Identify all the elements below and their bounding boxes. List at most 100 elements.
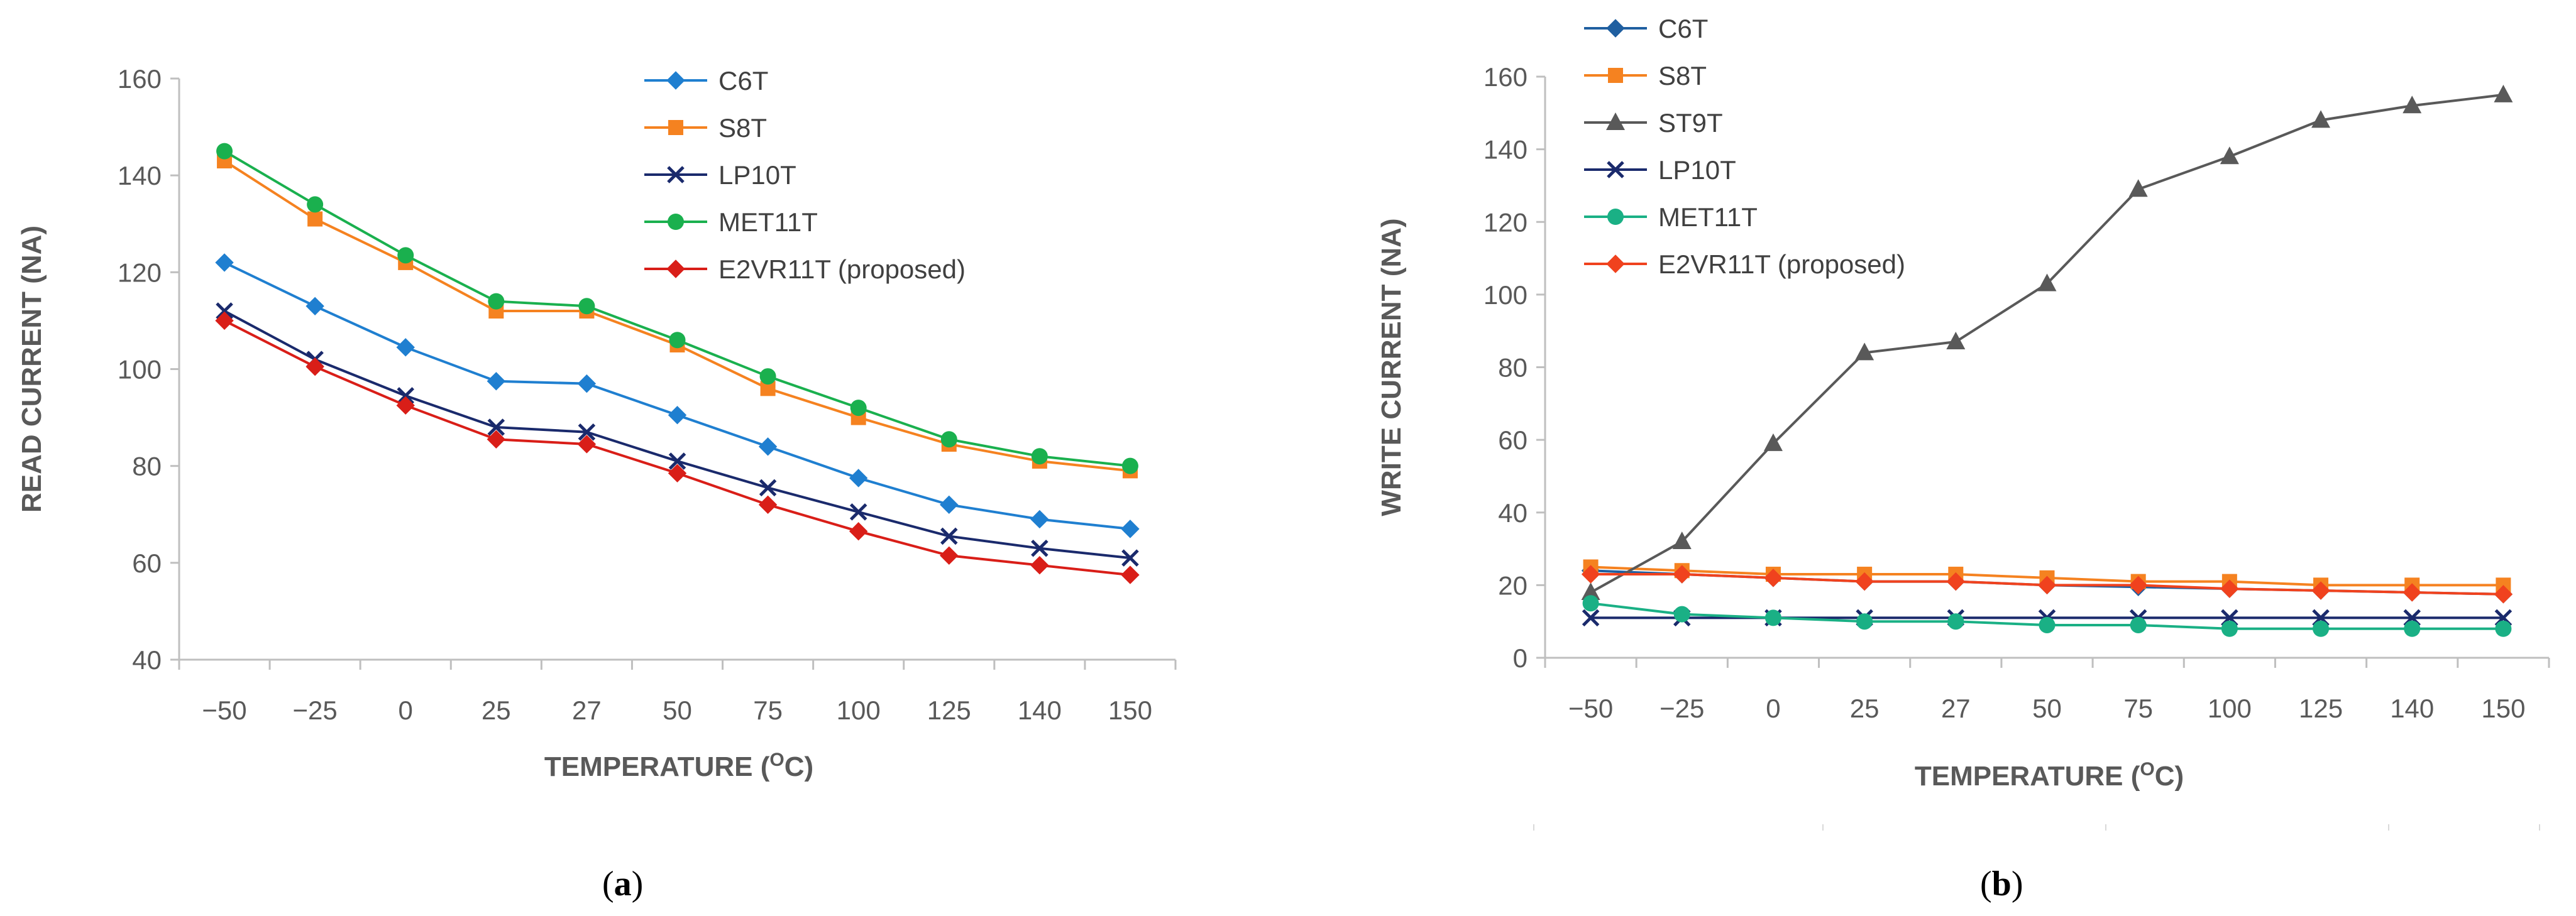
panel-label-letter: b [1992, 864, 2012, 903]
x-tick-label: 75 [2123, 694, 2153, 723]
data-point [2130, 616, 2147, 633]
legend-label: ST9T [1658, 108, 1723, 138]
data-point [1946, 572, 1966, 591]
data-point [1764, 569, 1783, 587]
x-tick-label: 125 [927, 695, 971, 725]
legend-item: C6T [1584, 14, 1708, 43]
legend-swatch-marker [1607, 161, 1624, 178]
data-point [850, 400, 867, 417]
data-point [2037, 575, 2057, 595]
legend-item: E2VR11T (proposed) [644, 254, 966, 284]
x-tick-label: 100 [837, 695, 881, 725]
series-s8t [217, 153, 1138, 479]
legend-item: ST9T [1584, 108, 1723, 138]
data-point [668, 452, 686, 470]
legend-item: E2VR11T (proposed) [1584, 249, 1905, 279]
data-point [2039, 616, 2056, 633]
data-point [216, 302, 233, 320]
panel-label-open: ( [602, 864, 614, 903]
data-point [2220, 146, 2239, 165]
x-tick-label: 0 [1766, 694, 1780, 723]
panel-label-open: ( [1980, 864, 1992, 903]
x-axis-title-end: C) [784, 751, 813, 782]
data-point [307, 211, 323, 227]
legend-label: MET11T [718, 207, 818, 237]
data-point [578, 423, 596, 441]
data-point [1121, 520, 1140, 538]
data-point [1763, 433, 1783, 451]
data-point [307, 196, 324, 213]
x-tick-label: 125 [2299, 694, 2343, 723]
data-point [397, 387, 414, 405]
data-point [1856, 613, 1873, 630]
data-point [758, 495, 778, 515]
y-tick-label: 120 [118, 258, 162, 287]
y-tick-label: 120 [1483, 207, 1527, 237]
data-point [940, 546, 959, 565]
y-tick-label: 0 [1513, 643, 1527, 673]
data-point [2311, 110, 2331, 128]
panel-label-close: ) [632, 864, 644, 903]
x-axis-title-sup: O [2140, 759, 2154, 780]
legend-swatch-marker [1608, 68, 1623, 83]
legend-swatch-marker [1607, 209, 1624, 225]
y-tick-label: 100 [118, 355, 162, 384]
data-point [1673, 565, 1692, 584]
x-tick-label: 27 [1941, 694, 1971, 723]
panel-label: (b) [1980, 864, 2023, 903]
data-point [305, 297, 324, 315]
data-point [668, 464, 687, 483]
legend-item: S8T [1584, 61, 1707, 90]
data-point [396, 338, 415, 357]
data-point [1030, 555, 1049, 575]
data-point [1582, 609, 1600, 627]
legend-label: LP10T [1658, 155, 1736, 185]
x-tick-label: 50 [2032, 694, 2062, 723]
data-point [577, 374, 597, 393]
data-point [1946, 332, 1966, 350]
data-point [2128, 575, 2148, 595]
legend-swatch-marker [666, 71, 685, 90]
series-e2vr11t-proposed [1581, 565, 2513, 604]
data-point [1672, 532, 1692, 549]
legend: C6T S8T LP10T MET11T E2VR11T (proposed) [644, 66, 966, 284]
data-point [2037, 273, 2057, 292]
data-point [1121, 565, 1140, 584]
data-point [759, 479, 777, 497]
x-axis-title: TEMPERATURE (OC) [544, 750, 813, 782]
panel-label: (a) [602, 864, 643, 903]
data-point [1947, 613, 1964, 630]
legend-swatch-marker [668, 214, 684, 230]
legend-swatch-marker [1606, 19, 1625, 38]
x-tick-label: −50 [202, 695, 246, 725]
x-axis-title-sup: O [769, 750, 784, 770]
data-point [1581, 565, 1600, 584]
x-tick-label: 140 [2390, 694, 2434, 723]
data-point [940, 495, 959, 515]
y-tick-label: 100 [1483, 280, 1527, 310]
legend-item: S8T [644, 113, 767, 143]
y-axis-title: READ CURRENT (NA) [16, 226, 47, 513]
legend-label: E2VR11T (proposed) [718, 254, 966, 284]
data-point [216, 143, 233, 160]
legend-label: C6T [1658, 14, 1708, 43]
panel-label-close: ) [2012, 864, 2023, 903]
data-point [1764, 609, 1781, 626]
x-tick-label: −25 [1660, 694, 1704, 723]
data-point [1855, 572, 1874, 591]
legend-label: C6T [718, 66, 768, 95]
data-point [397, 247, 414, 264]
data-point [2220, 579, 2239, 598]
y-tick-label: 140 [118, 161, 162, 190]
data-point [2494, 585, 2513, 604]
data-point [1582, 595, 1599, 612]
data-point [1121, 457, 1138, 474]
x-tick-label: 50 [663, 695, 692, 725]
panel-label-letter: a [614, 864, 632, 903]
data-point [849, 503, 867, 521]
data-point [758, 437, 778, 456]
legend-swatch-marker [668, 120, 683, 135]
data-point [487, 418, 505, 436]
data-point [668, 406, 687, 425]
data-point [1031, 539, 1049, 557]
